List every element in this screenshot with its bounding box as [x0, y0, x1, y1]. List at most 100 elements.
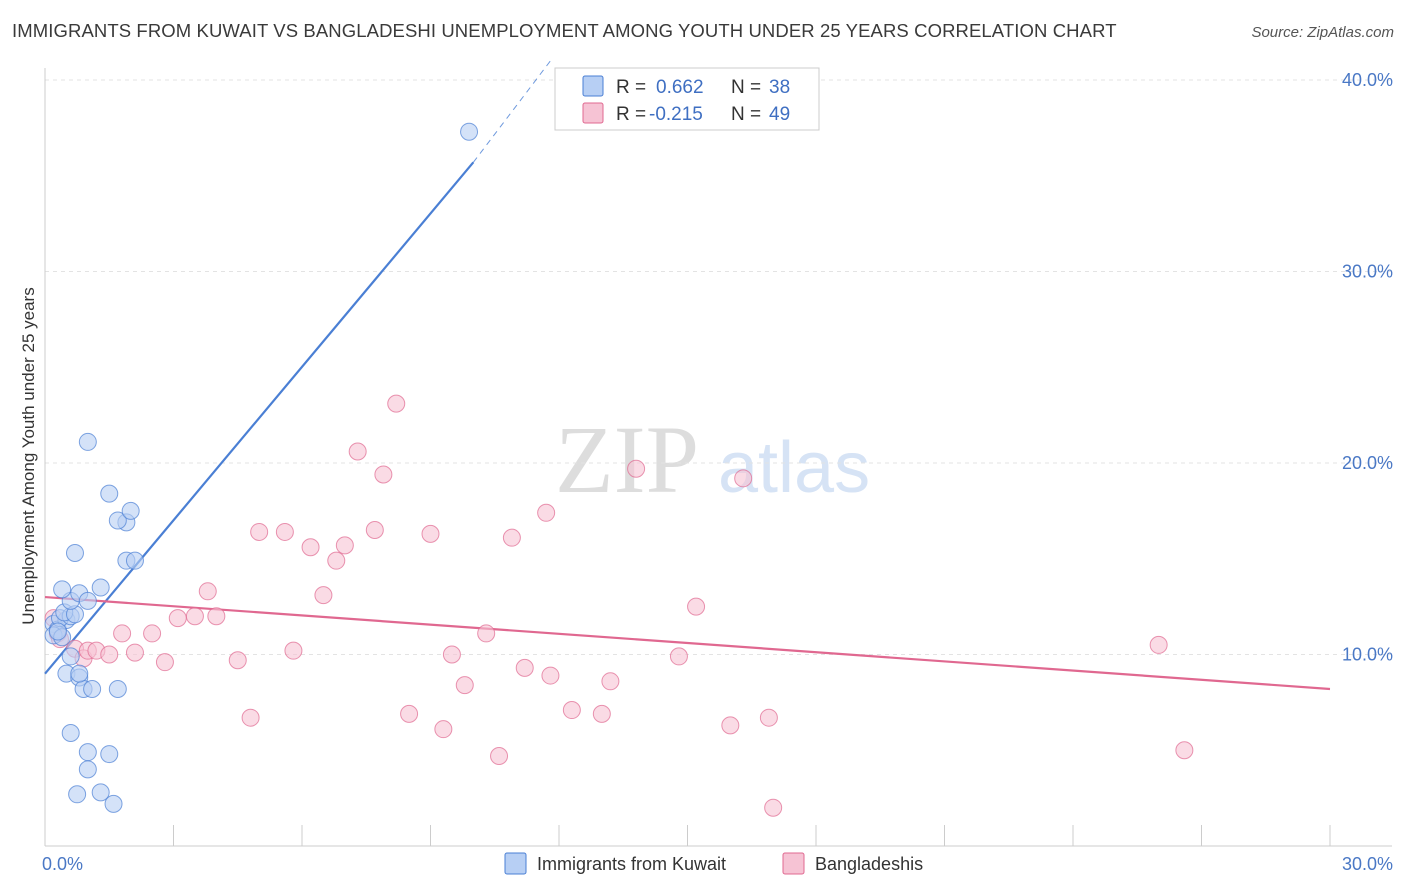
point-bangladeshi	[113, 624, 132, 643]
point-bangladeshi	[387, 394, 406, 413]
point-bangladeshi	[515, 658, 534, 677]
point-bangladeshi	[374, 465, 393, 484]
point-bangladeshi	[434, 720, 453, 739]
y-tick-label: 10.0%	[1342, 645, 1393, 665]
point-bangladeshi	[442, 645, 461, 664]
point-kuwait	[104, 794, 123, 813]
legend-r-value-bangladeshi: -0.215	[649, 104, 703, 125]
point-kuwait	[61, 647, 80, 666]
point-kuwait	[68, 785, 87, 804]
point-bangladeshi	[759, 708, 778, 727]
legend-r-label-kuwait: R =	[616, 77, 646, 98]
point-kuwait	[108, 679, 127, 698]
point-kuwait	[108, 511, 127, 530]
point-kuwait	[121, 501, 140, 520]
point-bangladeshi	[365, 521, 384, 540]
point-bangladeshi	[348, 442, 367, 461]
point-kuwait	[53, 580, 72, 599]
point-bangladeshi	[1175, 741, 1194, 760]
legend-r-value-kuwait: 0.662	[656, 77, 704, 98]
stats-legend: R = 0.662 N = 38 R = -0.215 N = 49	[554, 67, 820, 131]
point-kuwait	[78, 743, 97, 762]
point-kuwait	[91, 578, 110, 597]
trend-extension-kuwait	[472, 60, 551, 163]
point-kuwait	[460, 122, 479, 141]
point-bangladeshi	[228, 651, 247, 670]
point-kuwait	[61, 724, 80, 743]
legend-swatch-bangladeshi	[582, 102, 604, 124]
point-kuwait	[100, 745, 119, 764]
point-bangladeshi	[601, 672, 620, 691]
point-kuwait	[70, 664, 89, 683]
y-axis-title: Unemployment Among Youth under 25 years	[19, 287, 38, 624]
point-kuwait	[125, 551, 144, 570]
point-kuwait	[78, 591, 97, 610]
legend-n-value-bangladeshi: 49	[769, 104, 790, 125]
point-bangladeshi	[421, 524, 440, 543]
point-bangladeshi	[734, 469, 753, 488]
point-bangladeshi	[687, 597, 706, 616]
trend-line-kuwait	[44, 161, 475, 675]
point-bangladeshi	[541, 666, 560, 685]
chart-source: Source: ZipAtlas.com	[1251, 24, 1394, 41]
point-bangladeshi	[125, 643, 144, 662]
point-bangladeshi	[562, 701, 581, 720]
watermark-zip: ZIP	[555, 406, 699, 513]
gridlines	[45, 79, 1392, 655]
point-bangladeshi	[764, 798, 783, 817]
bottom-legend-label-bangladeshi: Bangladeshis	[815, 854, 923, 874]
point-bangladeshi	[185, 607, 204, 626]
point-kuwait	[91, 783, 110, 802]
point-bangladeshi	[250, 522, 269, 541]
trend-line-bangladeshi	[44, 595, 1331, 691]
bottom-legend-swatch-kuwait	[504, 852, 527, 875]
point-bangladeshi	[143, 624, 162, 643]
point-bangladeshi	[301, 538, 320, 557]
point-kuwait	[83, 679, 102, 698]
point-bangladeshi	[669, 647, 688, 666]
y-tick-label: 40.0%	[1342, 70, 1393, 90]
axes: 10.0% 20.0% 30.0% 40.0% 0.0% 30.0%	[42, 68, 1393, 874]
point-bangladeshi	[314, 586, 333, 605]
point-bangladeshi	[284, 641, 303, 660]
point-bangladeshi	[455, 676, 474, 695]
point-bangladeshi	[627, 459, 646, 478]
point-kuwait	[65, 544, 84, 563]
chart-title: IMMIGRANTS FROM KUWAIT VS BANGLADESHI UN…	[12, 20, 1117, 41]
bottom-legend-swatch-bangladeshi	[782, 852, 805, 875]
series-legend: Immigrants from Kuwait Bangladeshis	[504, 852, 923, 875]
point-bangladeshi	[592, 704, 611, 723]
legend-n-label-bangladeshi: N =	[731, 104, 761, 125]
x-tick-label-max: 30.0%	[1342, 854, 1393, 874]
watermark-atlas: atlas	[718, 428, 870, 508]
point-kuwait	[100, 484, 119, 503]
y-tick-label: 30.0%	[1342, 262, 1393, 282]
x-tick-label-min: 0.0%	[42, 854, 83, 874]
point-bangladeshi	[207, 607, 226, 626]
point-bangladeshi	[241, 708, 260, 727]
bottom-legend-label-kuwait: Immigrants from Kuwait	[537, 854, 726, 874]
point-bangladeshi	[168, 609, 187, 628]
point-bangladeshi	[275, 522, 294, 541]
point-bangladeshi	[721, 716, 740, 735]
point-bangladeshi	[477, 624, 496, 643]
point-bangladeshi	[155, 653, 174, 672]
legend-n-label-kuwait: N =	[731, 77, 761, 98]
point-bangladeshi	[335, 536, 354, 555]
data-points	[44, 122, 1194, 817]
legend-n-value-kuwait: 38	[769, 77, 790, 98]
point-kuwait	[78, 432, 97, 451]
point-bangladeshi	[1149, 635, 1168, 654]
point-kuwait	[48, 622, 67, 641]
point-bangladeshi	[537, 503, 556, 522]
point-bangladeshi	[490, 746, 509, 765]
legend-swatch-kuwait	[582, 75, 604, 97]
point-bangladeshi	[100, 645, 119, 664]
point-bangladeshi	[198, 582, 217, 601]
point-bangladeshi	[502, 528, 521, 547]
point-bangladeshi	[400, 704, 419, 723]
point-bangladeshi	[327, 551, 346, 570]
y-tick-label: 20.0%	[1342, 453, 1393, 473]
legend-r-label-bangladeshi: R =	[616, 104, 646, 125]
